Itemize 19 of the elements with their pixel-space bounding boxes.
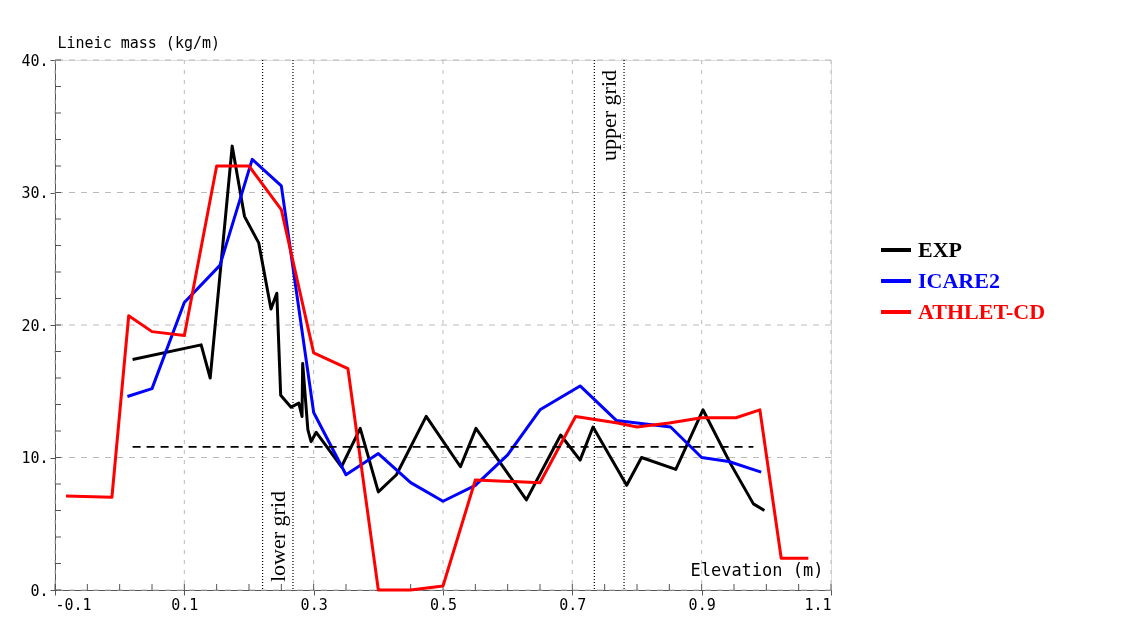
legend-label: ICARE2: [918, 268, 1000, 293]
y-tick-label: 20.: [21, 316, 49, 335]
x-tick-label: 0.7: [559, 595, 587, 614]
y-tick-label: 40.: [21, 51, 49, 70]
x-tick-label: 1.1: [804, 595, 832, 614]
x-tick-label: 0.3: [300, 595, 328, 614]
x-tick-label: 0.1: [171, 595, 199, 614]
ref-line-label: upper grid: [596, 70, 622, 162]
x-axis-title: Elevation (m): [690, 559, 824, 580]
y-axis-title: Lineic mass (kg/m): [57, 33, 221, 52]
y-tick-label: 30.: [21, 184, 49, 202]
legend-label: EXP: [918, 237, 962, 262]
x-tick-label: -0.1: [55, 595, 92, 614]
legend-label: ATHLET-CD: [918, 299, 1046, 324]
ref-line-label: lower grid: [264, 490, 290, 582]
y-tick-label: 0.: [30, 581, 49, 600]
x-tick-label: 0.5: [429, 595, 458, 614]
y-tick-label: 10.: [21, 449, 49, 467]
x-tick-label: 0.9: [688, 595, 716, 614]
